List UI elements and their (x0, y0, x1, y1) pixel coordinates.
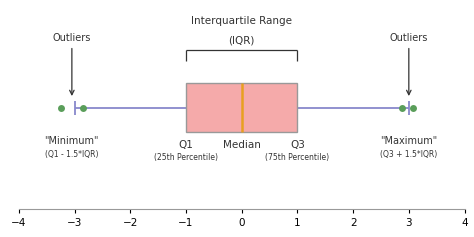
Text: "Minimum": "Minimum" (45, 136, 99, 146)
Text: Median: Median (223, 140, 261, 150)
Bar (186, 83, 298, 132)
Text: (Q1 - 1.5*IQR): (Q1 - 1.5*IQR) (45, 150, 99, 159)
Text: (Q3 + 1.5*IQR): (Q3 + 1.5*IQR) (380, 150, 438, 159)
Text: (IQR): (IQR) (228, 36, 255, 46)
Text: Interquartile Range: Interquartile Range (191, 16, 292, 26)
Text: Outliers: Outliers (390, 33, 428, 95)
Text: (75th Percentile): (75th Percentile) (265, 153, 329, 162)
Text: Outliers: Outliers (53, 33, 91, 95)
Text: Q1: Q1 (179, 140, 193, 150)
Text: Q3: Q3 (290, 140, 305, 150)
Text: "Maximum": "Maximum" (380, 136, 438, 146)
Text: (25th Percentile): (25th Percentile) (154, 153, 218, 162)
